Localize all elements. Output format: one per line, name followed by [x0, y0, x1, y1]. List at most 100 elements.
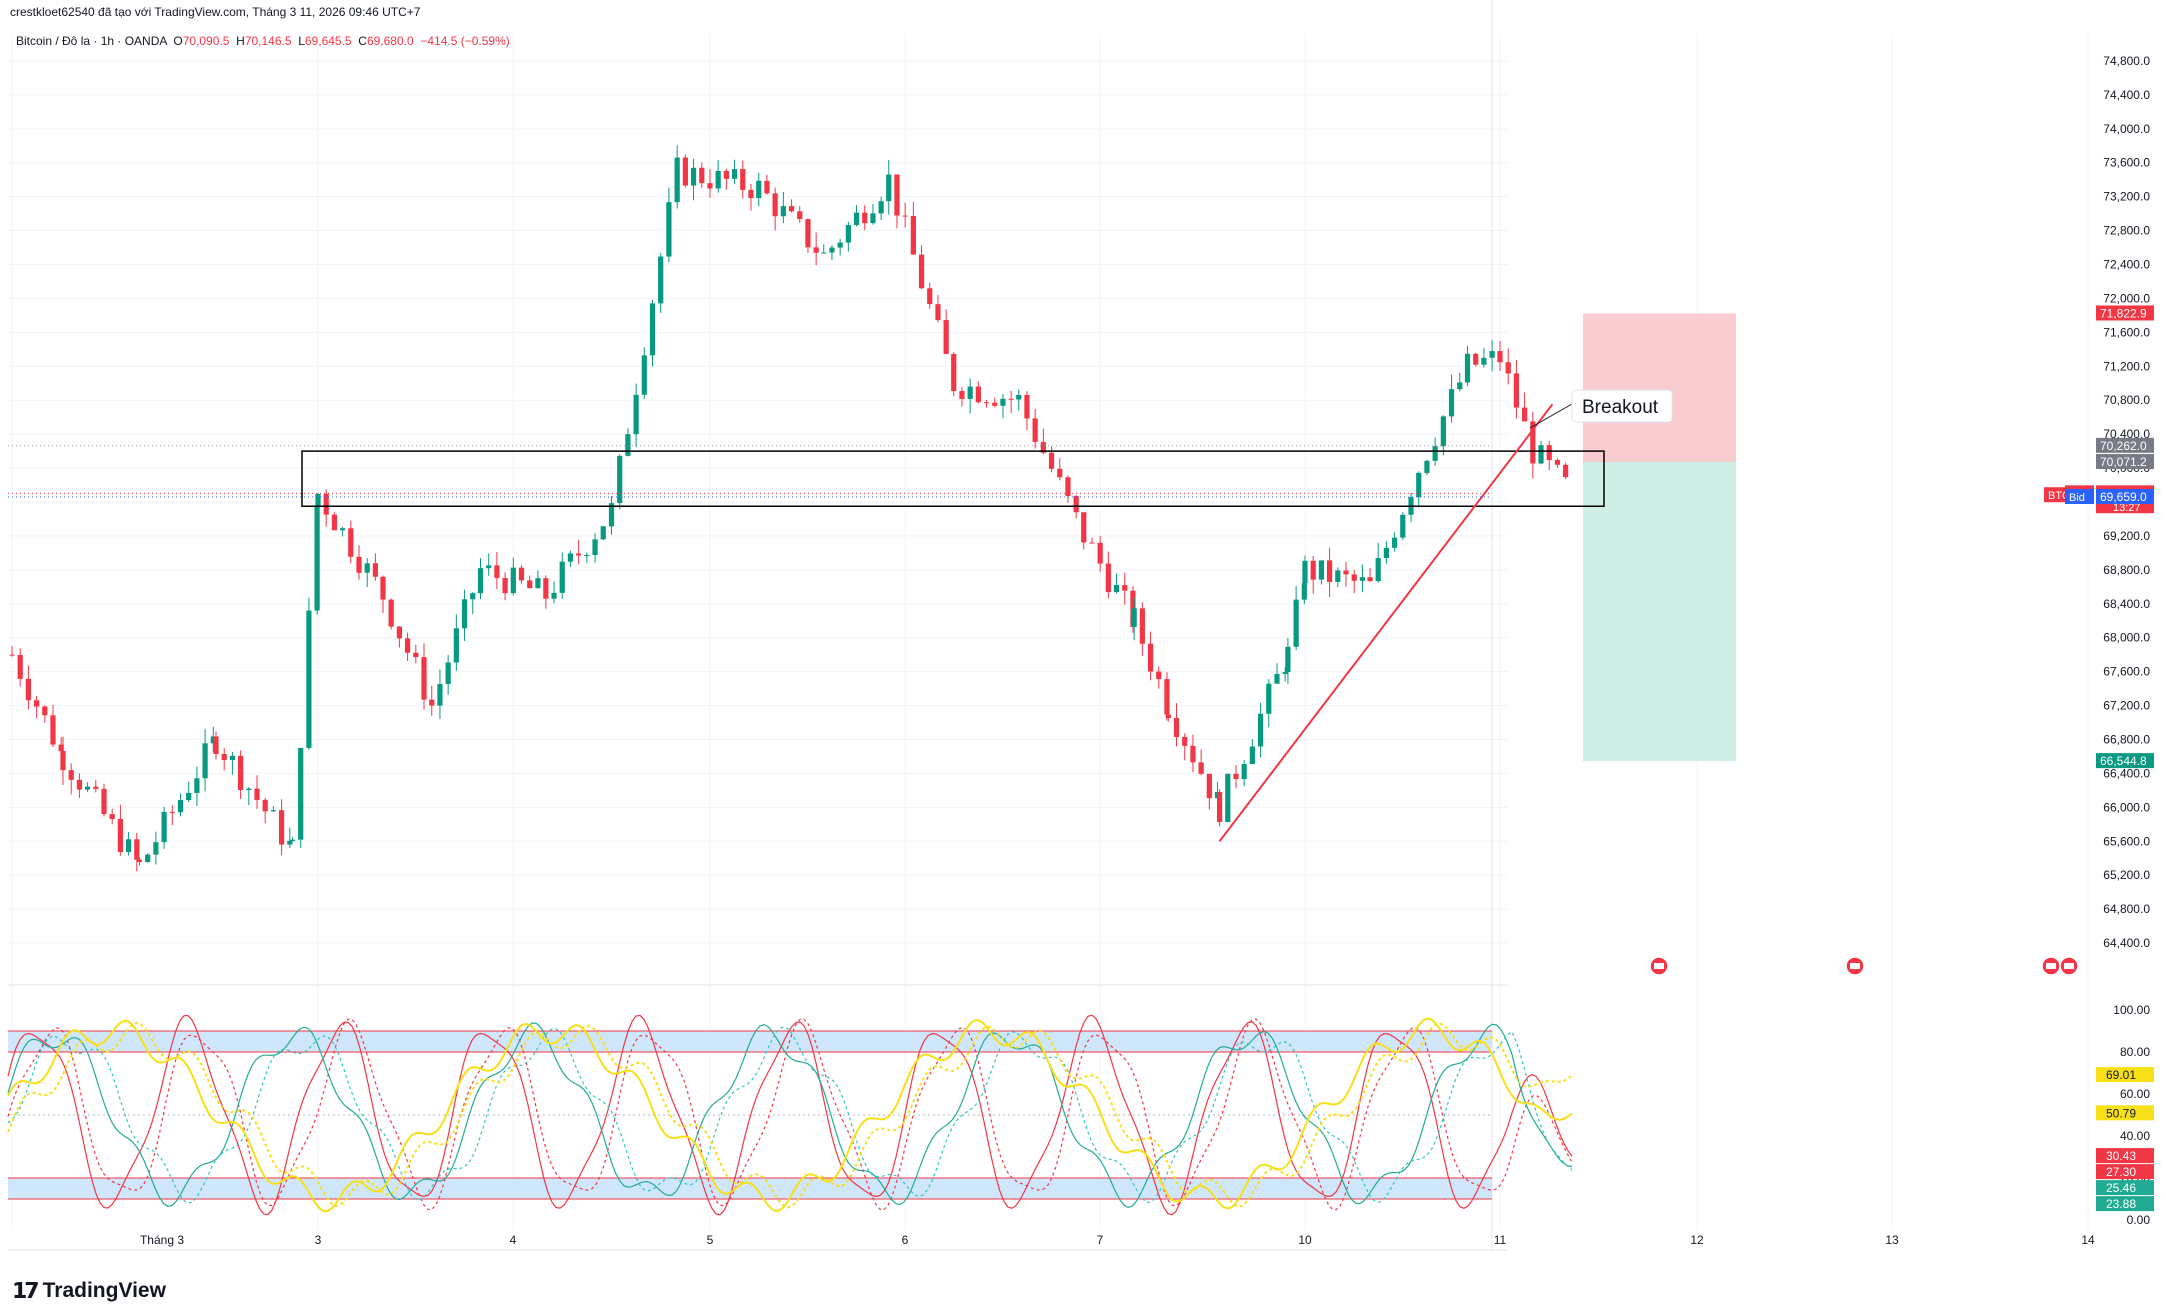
stochastic-axis[interactable]: 0.0020.0040.0060.0080.00100.0069.0150.79…: [2096, 1003, 2154, 1227]
candle-body: [380, 576, 386, 600]
candle-body: [584, 555, 590, 557]
symbol-title[interactable]: Bitcoin / Đô la · 1h · OANDA: [16, 34, 167, 48]
high-value: 70,146.5: [244, 34, 292, 48]
candle-body: [567, 553, 574, 562]
drawings[interactable]: Breakout: [8, 389, 1673, 842]
time-tick-label: 4: [510, 1233, 517, 1247]
candle-body: [17, 654, 23, 679]
candle-body: [715, 170, 721, 189]
symbol-legend: Bitcoin / Đô la · 1h · OANDA O70,090.5 H…: [16, 34, 510, 48]
candle-body: [918, 254, 925, 289]
candle-body: [1241, 764, 1247, 780]
candle-body: [1225, 773, 1231, 823]
candle-body: [1400, 514, 1406, 538]
candle-body: [85, 786, 91, 790]
stoch-value-label: [2096, 1148, 2154, 1164]
tradingview-logo[interactable]: 𝟭𝟳 TradingView: [12, 1278, 166, 1304]
candle-body: [707, 183, 713, 189]
stoch-value-label: [2096, 1180, 2154, 1196]
stoch-value-text: 27.30: [2106, 1165, 2136, 1179]
stoch-value-label: [2096, 1164, 2154, 1180]
candle-body: [287, 840, 293, 845]
stoch-value-label: [2096, 1196, 2154, 1212]
stop-loss-zone: [1583, 313, 1736, 463]
candle-body: [959, 391, 965, 399]
position-zones: [1583, 313, 1736, 762]
stoch-d-fast: [7, 1018, 1573, 1211]
candle-body: [502, 577, 508, 594]
candle-body: [470, 593, 476, 600]
candle-body: [202, 743, 208, 779]
candle-body: [1546, 445, 1552, 461]
low-value: 69,645.5: [304, 34, 352, 48]
stoch-value-text: 50.79: [2106, 1106, 2136, 1120]
price-label-bid-text: 69,659.0: [2100, 490, 2147, 504]
candle-body: [1081, 512, 1087, 543]
stoch-value-label: [2096, 1105, 2154, 1121]
candle-body: [1497, 351, 1503, 363]
candle-body: [396, 626, 402, 639]
candle-body: [477, 568, 484, 594]
us-flag-stripe: [1654, 963, 1664, 969]
candle-body: [1233, 773, 1239, 780]
candle-body: [1392, 537, 1398, 548]
price-tick-label: 66,000.0: [2103, 800, 2150, 814]
candle-body: [1206, 773, 1212, 799]
candle-body: [270, 810, 276, 812]
candle-body: [1266, 683, 1272, 714]
price-tick-label: 74,800.0: [2103, 54, 2150, 68]
price-tick-label: 72,800.0: [2103, 224, 2150, 238]
candle-body: [1335, 570, 1341, 582]
candle-body: [1173, 718, 1180, 737]
candle-body: [797, 211, 803, 220]
price-label-target-text: 66,544.8: [2100, 754, 2147, 768]
candle-body: [1198, 762, 1204, 774]
price-label-stop-text: 71,822.9: [2100, 306, 2147, 320]
candle-body: [813, 247, 819, 253]
candle-body: [666, 202, 672, 257]
candle-body: [356, 556, 362, 573]
resistance-box: [301, 450, 1605, 507]
candle-body: [34, 700, 40, 707]
candle-body: [853, 212, 860, 226]
candle-body: [405, 638, 411, 653]
candle-body: [117, 819, 123, 853]
time-axis[interactable]: Tháng 3 3 4 5 6 7 10 11 12 13 14: [140, 1233, 2095, 1247]
time-tick-label: 3: [315, 1233, 322, 1247]
candle-body: [348, 528, 354, 557]
price-tick-label: 68,800.0: [2103, 563, 2150, 577]
price-tick-label: 68,400.0: [2103, 597, 2150, 611]
candle-body: [413, 652, 419, 658]
candle-body: [246, 788, 252, 790]
price-axis[interactable]: 64,400.0 64,800.0 65,200.0 65,600.0 66,000.0…: [2044, 54, 2154, 950]
candle-body: [829, 247, 835, 253]
candle-body: [25, 678, 31, 701]
candle-body: [1216, 792, 1223, 823]
change-value: −414.5 (−0.59%): [420, 34, 510, 48]
candle-body: [723, 170, 729, 179]
price-tick-label: 66,800.0: [2103, 732, 2150, 746]
candle-body: [9, 654, 15, 656]
candle-body: [1448, 389, 1455, 417]
stoch-k-fast: [7, 1014, 1573, 1216]
candle-body: [238, 755, 244, 790]
candle-body: [518, 567, 525, 581]
us-flag-stripe: [1850, 963, 1860, 969]
price-tick-label: 71,600.0: [2103, 325, 2150, 339]
candle-body: [748, 189, 754, 199]
time-tick-label: 11: [1494, 1233, 1507, 1247]
candle-body: [1464, 353, 1471, 383]
time-tick-label: Tháng 3: [140, 1233, 184, 1247]
price-label-entry: [2096, 454, 2154, 470]
price-tick-label: 65,200.0: [2103, 868, 2150, 882]
us-flag-stripe: [2064, 963, 2074, 969]
candle-body: [633, 394, 639, 435]
price-tick-label: 73,200.0: [2103, 190, 2150, 204]
candle-body: [315, 493, 321, 507]
candle-body: [658, 256, 664, 304]
close-label: C: [358, 34, 367, 48]
economic-events[interactable]: [1649, 956, 2079, 976]
candle-body: [1538, 445, 1544, 464]
time-tick-label: 5: [707, 1233, 714, 1247]
